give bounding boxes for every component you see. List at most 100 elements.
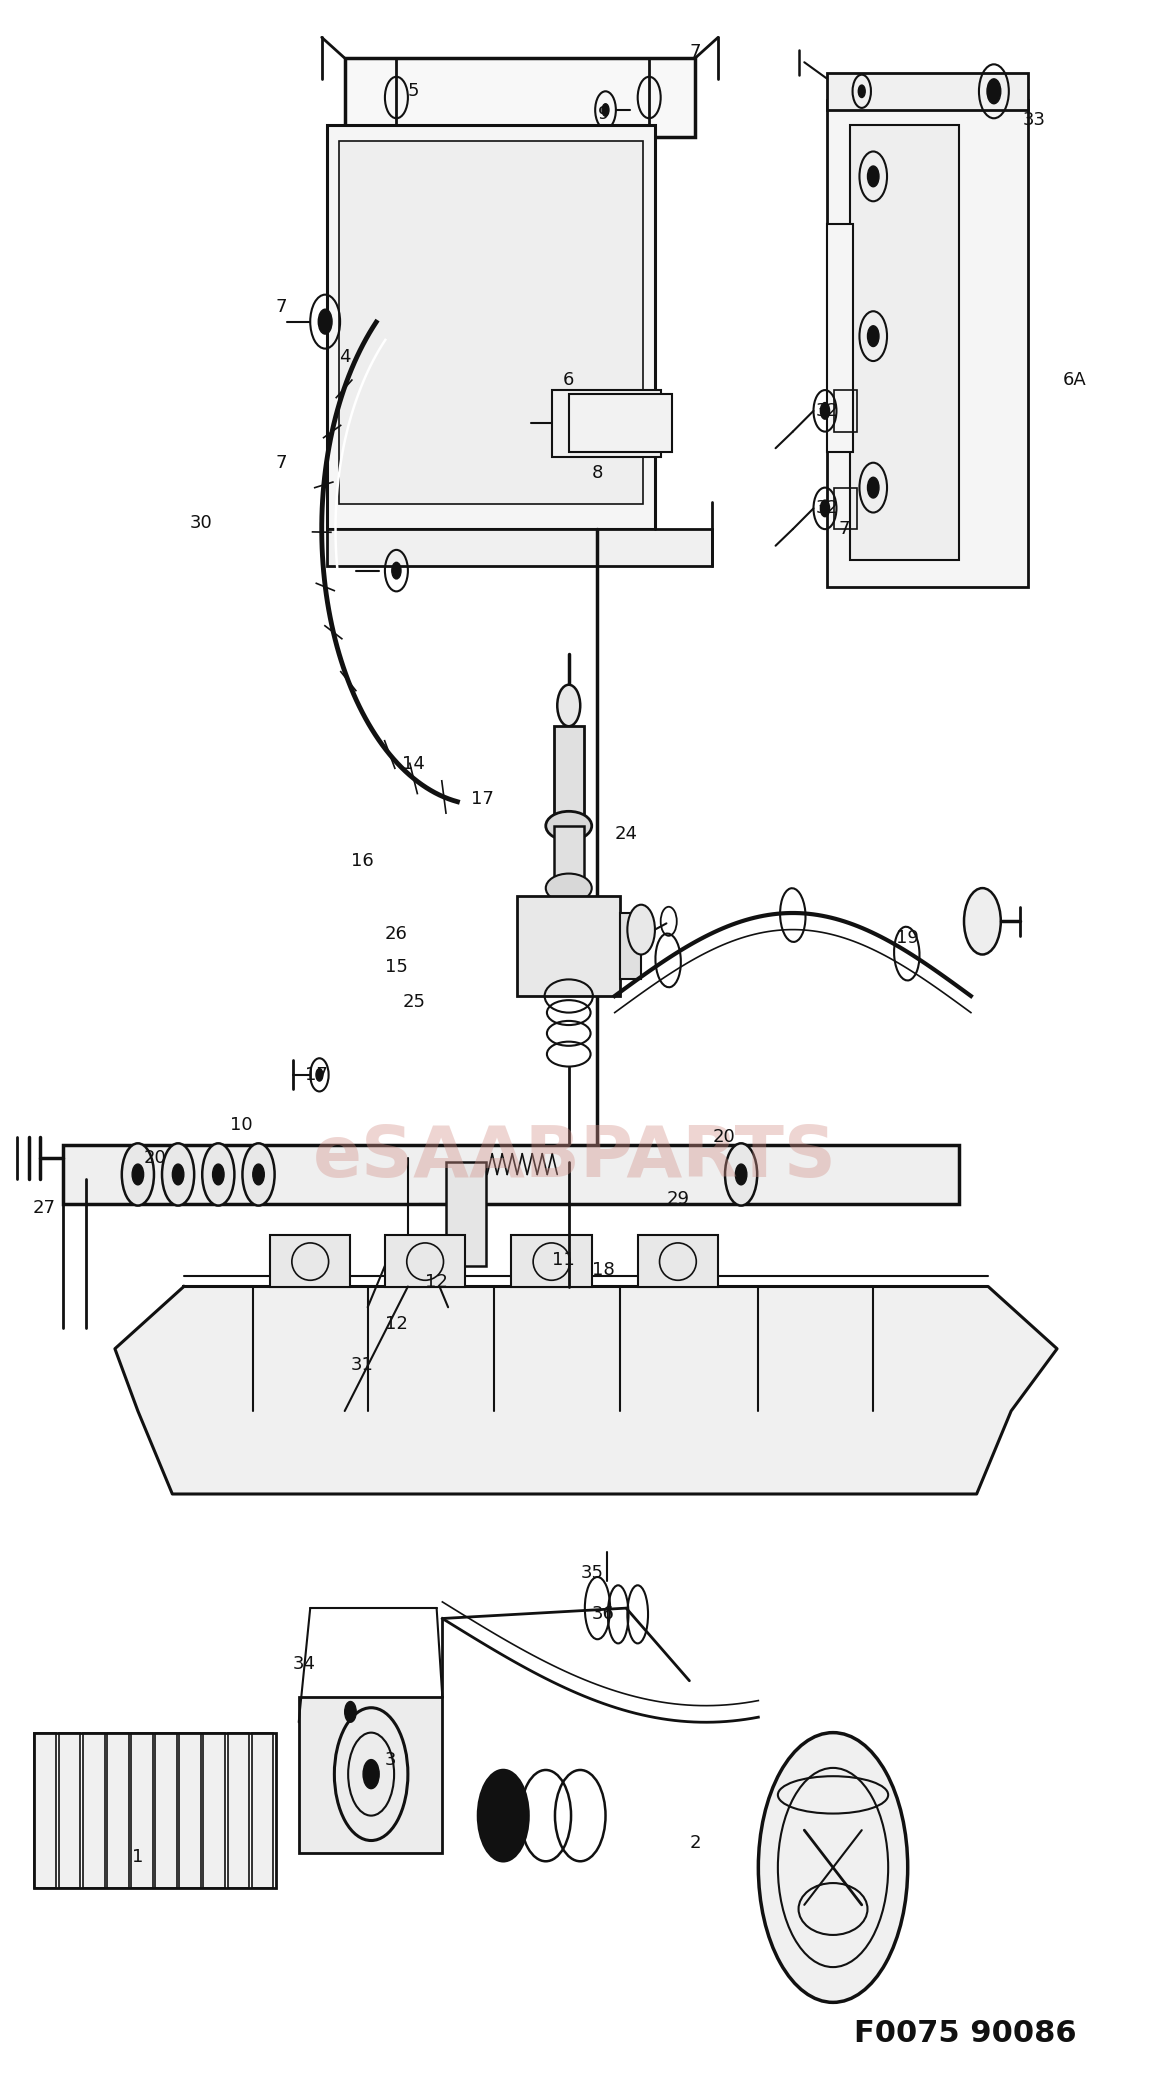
Bar bbox=[850, 124, 959, 560]
Bar bbox=[179, 1733, 201, 1888]
Text: F0075 90086: F0075 90086 bbox=[854, 2019, 1077, 2048]
Text: 20: 20 bbox=[144, 1150, 167, 1166]
Bar bbox=[34, 1733, 276, 1888]
Ellipse shape bbox=[162, 1143, 194, 1206]
Bar bbox=[827, 73, 1028, 110]
Ellipse shape bbox=[242, 1143, 275, 1206]
Bar bbox=[554, 726, 584, 826]
Bar bbox=[228, 1733, 249, 1888]
Bar bbox=[638, 1235, 718, 1286]
Bar bbox=[327, 529, 712, 566]
Bar bbox=[252, 1733, 273, 1888]
Text: 26: 26 bbox=[385, 925, 408, 942]
Text: 7: 7 bbox=[689, 44, 701, 60]
Text: 5: 5 bbox=[408, 83, 419, 100]
Bar bbox=[517, 896, 620, 996]
Text: 35: 35 bbox=[580, 1565, 603, 1581]
Bar bbox=[385, 1235, 465, 1286]
Circle shape bbox=[132, 1164, 144, 1185]
Text: 9: 9 bbox=[597, 106, 609, 122]
Text: 6A: 6A bbox=[1063, 371, 1086, 388]
Ellipse shape bbox=[546, 874, 592, 903]
Text: 14: 14 bbox=[402, 755, 425, 772]
Ellipse shape bbox=[202, 1143, 234, 1206]
Text: 3: 3 bbox=[385, 1751, 396, 1768]
Bar bbox=[203, 1733, 225, 1888]
Bar bbox=[827, 224, 853, 452]
Bar bbox=[327, 124, 655, 529]
Text: 6: 6 bbox=[563, 371, 574, 388]
Bar bbox=[339, 141, 643, 504]
Text: 10: 10 bbox=[230, 1116, 253, 1133]
Bar bbox=[511, 1235, 592, 1286]
Circle shape bbox=[316, 1069, 323, 1081]
Ellipse shape bbox=[122, 1143, 154, 1206]
Circle shape bbox=[867, 166, 879, 187]
Bar bbox=[107, 1733, 129, 1888]
Circle shape bbox=[557, 685, 580, 726]
Text: 29: 29 bbox=[666, 1191, 689, 1208]
Bar bbox=[554, 826, 584, 888]
Text: 17: 17 bbox=[304, 1067, 327, 1083]
Text: 32: 32 bbox=[816, 500, 839, 517]
Circle shape bbox=[820, 403, 830, 419]
Circle shape bbox=[172, 1164, 184, 1185]
Circle shape bbox=[602, 104, 609, 116]
Text: 7: 7 bbox=[276, 454, 287, 471]
Circle shape bbox=[318, 309, 332, 334]
Bar bbox=[569, 394, 672, 452]
Bar bbox=[59, 1733, 80, 1888]
Text: 36: 36 bbox=[592, 1606, 615, 1623]
Text: 8: 8 bbox=[592, 465, 603, 481]
Text: 12: 12 bbox=[385, 1316, 408, 1332]
Circle shape bbox=[758, 1733, 908, 2002]
Bar bbox=[345, 58, 695, 137]
Text: 30: 30 bbox=[190, 515, 213, 531]
Ellipse shape bbox=[546, 811, 592, 840]
Text: 7: 7 bbox=[839, 521, 850, 537]
Circle shape bbox=[964, 888, 1001, 955]
Text: 16: 16 bbox=[350, 853, 373, 869]
Circle shape bbox=[820, 500, 830, 517]
Text: 7: 7 bbox=[276, 299, 287, 315]
Text: 27: 27 bbox=[32, 1199, 55, 1216]
Circle shape bbox=[363, 1760, 379, 1789]
Circle shape bbox=[867, 477, 879, 498]
Circle shape bbox=[867, 326, 879, 347]
Bar bbox=[155, 1733, 177, 1888]
Bar bbox=[834, 488, 857, 529]
Circle shape bbox=[987, 79, 1001, 104]
Text: 18: 18 bbox=[592, 1262, 615, 1278]
Text: 33: 33 bbox=[1023, 112, 1046, 129]
Text: 31: 31 bbox=[350, 1357, 373, 1374]
Text: 15: 15 bbox=[385, 959, 408, 975]
Text: 1: 1 bbox=[132, 1849, 144, 1865]
Text: 2: 2 bbox=[689, 1834, 701, 1851]
Bar bbox=[827, 100, 1028, 587]
Bar bbox=[83, 1733, 105, 1888]
Bar bbox=[446, 1162, 486, 1266]
Ellipse shape bbox=[725, 1143, 757, 1206]
Text: 12: 12 bbox=[425, 1274, 448, 1291]
Circle shape bbox=[735, 1164, 747, 1185]
Text: 25: 25 bbox=[402, 994, 425, 1011]
Text: 4: 4 bbox=[339, 349, 350, 365]
Circle shape bbox=[627, 905, 655, 955]
Text: 17: 17 bbox=[471, 791, 494, 807]
Bar bbox=[63, 1145, 959, 1204]
Circle shape bbox=[213, 1164, 224, 1185]
Circle shape bbox=[345, 1702, 356, 1722]
Bar bbox=[34, 1733, 56, 1888]
Bar bbox=[552, 390, 661, 456]
Text: 20: 20 bbox=[712, 1129, 735, 1145]
Circle shape bbox=[392, 562, 401, 579]
Text: 19: 19 bbox=[896, 930, 919, 946]
Text: 32: 32 bbox=[816, 403, 839, 419]
Text: 2A: 2A bbox=[494, 1811, 517, 1828]
Text: 11: 11 bbox=[552, 1251, 574, 1268]
Text: 34: 34 bbox=[293, 1656, 316, 1672]
Bar bbox=[131, 1733, 153, 1888]
Circle shape bbox=[478, 1770, 529, 1861]
Circle shape bbox=[253, 1164, 264, 1185]
Polygon shape bbox=[115, 1286, 1057, 1494]
